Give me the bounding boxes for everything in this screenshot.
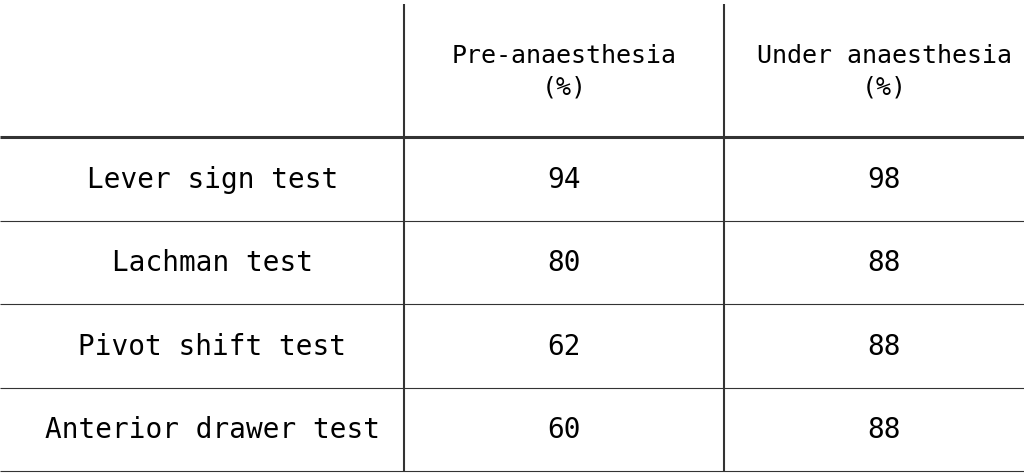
Text: 60: 60	[548, 416, 582, 444]
Text: Lachman test: Lachman test	[112, 249, 313, 277]
Text: 94: 94	[548, 166, 582, 193]
Text: Pivot shift test: Pivot shift test	[79, 332, 346, 360]
Text: Lever sign test: Lever sign test	[87, 166, 338, 193]
Text: 80: 80	[548, 249, 582, 277]
Text: 88: 88	[867, 249, 901, 277]
Text: 88: 88	[867, 416, 901, 444]
Text: Pre-anaesthesia
(%): Pre-anaesthesia (%)	[452, 43, 677, 99]
Text: Anterior drawer test: Anterior drawer test	[45, 416, 380, 444]
Text: 88: 88	[867, 332, 901, 360]
Text: Under anaesthesia
(%): Under anaesthesia (%)	[757, 43, 1012, 99]
Text: 98: 98	[867, 166, 901, 193]
Text: 62: 62	[548, 332, 582, 360]
